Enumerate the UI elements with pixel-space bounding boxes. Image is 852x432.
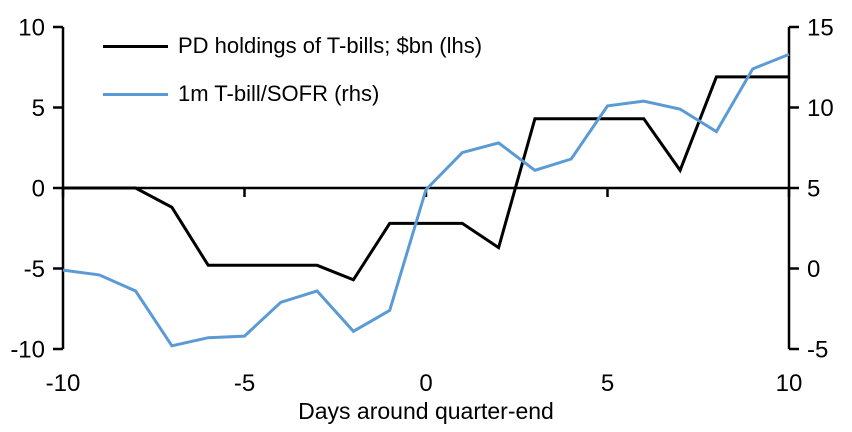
left-axis-tick-label: 0 (32, 176, 45, 203)
x-axis-title: Days around quarter-end (298, 398, 554, 424)
series-line-pd-holdings (63, 75, 789, 282)
left-axis-tick-label: 5 (32, 95, 45, 122)
left-axis-tick-label: 10 (18, 15, 45, 42)
legend-label-tbill-sofr: 1m T-bill/SOFR (rhs) (178, 81, 380, 106)
left-axis-tick-label: -10 (10, 337, 45, 364)
right-axis-tick-label: 10 (807, 95, 834, 122)
right-axis-tick-label: 5 (807, 176, 820, 203)
x-axis-tick-label: -5 (234, 370, 255, 397)
legend-line-sample-black (103, 44, 168, 48)
series-line-tbill-sofr (62, 53, 790, 348)
x-axis-tick-label: 10 (776, 370, 803, 397)
x-axis-tick-label: 0 (419, 370, 432, 397)
legend-item-pd-holdings: PD holdings of T-bills; $bn (lhs) (103, 32, 482, 60)
right-axis-tick-label: 15 (807, 15, 834, 42)
right-axis-tick-label: -5 (807, 337, 828, 364)
x-axis-tick-label: -10 (46, 370, 81, 397)
x-axis-tick-label: 5 (601, 370, 614, 397)
left-axis-tick-label: -5 (24, 256, 45, 283)
legend: PD holdings of T-bills; $bn (lhs) 1m T-b… (103, 32, 482, 108)
right-axis-tick-label: 0 (807, 256, 820, 283)
legend-line-sample-blue (103, 92, 168, 96)
legend-item-tbill-sofr: 1m T-bill/SOFR (rhs) (103, 80, 482, 108)
legend-label-pd-holdings: PD holdings of T-bills; $bn (lhs) (178, 33, 483, 58)
